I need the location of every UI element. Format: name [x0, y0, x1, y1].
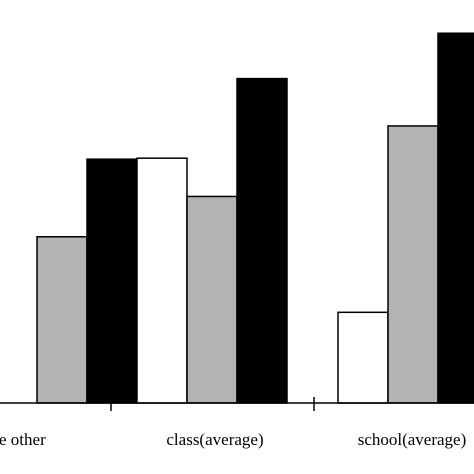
- bars-group: [36, 32, 474, 404]
- bar-2-1: [387, 125, 439, 404]
- x-tick-label-1: class(average): [166, 430, 263, 449]
- bar-2-2: [437, 32, 474, 404]
- bar-2-0: [337, 311, 389, 404]
- x-tick-label-0: le other: [0, 430, 46, 449]
- x-tick-label-2: school(average): [358, 430, 467, 449]
- bar-1-0: [136, 157, 188, 404]
- bar-0-2: [86, 158, 138, 404]
- bar-1-1: [186, 195, 238, 404]
- x-tick-labels-group: le other class(average) school(average): [0, 430, 466, 449]
- bar-1-2: [236, 77, 288, 404]
- x-ticks-group: [110, 397, 315, 411]
- bar-0-1: [36, 236, 88, 404]
